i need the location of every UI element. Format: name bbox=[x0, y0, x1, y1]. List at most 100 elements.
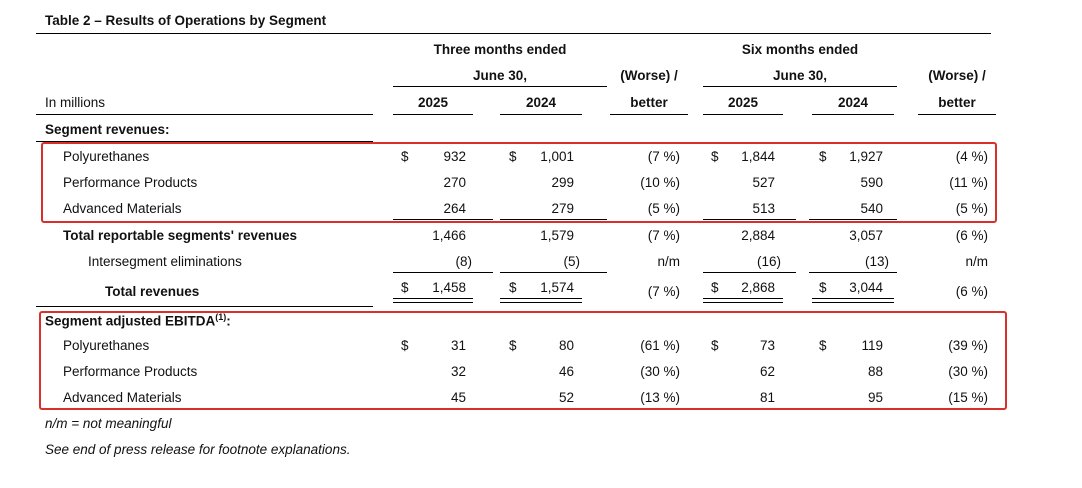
row-label: Total revenues bbox=[105, 284, 200, 299]
footnote-see-end: See end of press release for footnote ex… bbox=[45, 442, 351, 457]
header-in-millions: In millions bbox=[45, 95, 106, 110]
row-label: Advanced Materials bbox=[63, 390, 182, 405]
cell-three-2024: 1,574 bbox=[540, 280, 574, 295]
subtotal-rule-six-2025 bbox=[703, 219, 796, 220]
currency-symbol: $ bbox=[711, 280, 719, 295]
header-rule-2025-six bbox=[703, 114, 783, 115]
subtotal-rule-six-2024 bbox=[809, 219, 897, 220]
cell-six-change: (15 %) bbox=[948, 390, 988, 405]
subtotal-rule-three-2025 bbox=[393, 219, 493, 220]
header-year-2025-three: 2025 bbox=[417, 95, 449, 110]
section-revenues-heading: Segment revenues: bbox=[45, 122, 170, 137]
cell-six-change: (11 %) bbox=[949, 175, 988, 190]
cell-three-2024: 299 bbox=[551, 175, 574, 190]
header-rule-2024-six bbox=[812, 114, 894, 115]
section-ebitda-heading: Segment adjusted EBITDA(1): bbox=[45, 312, 231, 329]
currency-symbol: $ bbox=[401, 280, 409, 295]
section-ebitda-label: Segment adjusted EBITDA bbox=[45, 313, 216, 329]
cell-three-change: (10 %) bbox=[640, 175, 680, 190]
header-six-months-line2: June 30, bbox=[772, 68, 828, 83]
highlight-box-revenues bbox=[41, 142, 997, 223]
cell-six-2025: 81 bbox=[759, 390, 775, 405]
currency-symbol: $ bbox=[711, 149, 719, 164]
currency-symbol: $ bbox=[819, 149, 827, 164]
row-label: Total reportable segments' revenues bbox=[63, 228, 298, 243]
cell-three-2024: 46 bbox=[558, 364, 574, 379]
header-rule-better-six bbox=[918, 114, 996, 115]
cell-three-change: (7 %) bbox=[647, 149, 680, 164]
header-rule-2025-three bbox=[393, 114, 473, 115]
cell-three-change: (61 %) bbox=[640, 338, 680, 353]
cell-six-2024: 119 bbox=[861, 338, 883, 353]
cell-three-2024: 80 bbox=[558, 338, 574, 353]
cell-six-change: (5 %) bbox=[955, 201, 988, 216]
section-revenues-rule bbox=[36, 141, 373, 142]
cell-three-2025: 31 bbox=[450, 338, 466, 353]
cell-six-change: (30 %) bbox=[948, 364, 988, 379]
currency-symbol: $ bbox=[509, 149, 517, 164]
total-rule-three-2025 bbox=[393, 272, 493, 273]
header-six-months-line1: Six months ended bbox=[741, 42, 859, 57]
cell-six-2024: 3,044 bbox=[849, 280, 883, 295]
header-better-three: better bbox=[630, 95, 668, 110]
cell-three-change: (7 %) bbox=[647, 228, 680, 243]
footnote-marker: (1) bbox=[215, 312, 227, 322]
highlight-box-ebitda bbox=[39, 311, 1007, 410]
cell-three-2025: 1,458 bbox=[432, 280, 466, 295]
total-rule-six-2024 bbox=[809, 272, 897, 273]
row-label: Performance Products bbox=[63, 175, 198, 190]
header-rule-label bbox=[36, 114, 373, 115]
cell-three-2024: 279 bbox=[551, 201, 574, 216]
currency-symbol: $ bbox=[509, 280, 517, 295]
cell-six-2025: 2,868 bbox=[741, 280, 775, 295]
double-rule-six-2025 bbox=[703, 298, 783, 303]
header-rule-better-three bbox=[610, 114, 688, 115]
currency-symbol: $ bbox=[509, 338, 517, 353]
cell-six-2024: 95 bbox=[867, 390, 883, 405]
cell-six-2024: 88 bbox=[867, 364, 883, 379]
table-title: Table 2 – Results of Operations by Segme… bbox=[45, 13, 327, 28]
cell-six-2025: 2,884 bbox=[741, 228, 775, 243]
header-year-2025-six: 2025 bbox=[727, 95, 759, 110]
section-ebitda-colon: : bbox=[226, 313, 231, 329]
cell-six-change: n/m bbox=[965, 254, 988, 269]
double-rule-three-2025 bbox=[393, 298, 473, 303]
cell-three-2024: (5) bbox=[563, 254, 581, 269]
row-label: Intersegment eliminations bbox=[88, 254, 242, 269]
cell-six-2025: 513 bbox=[752, 201, 775, 216]
currency-symbol: $ bbox=[401, 338, 409, 353]
cell-three-change: (7 %) bbox=[647, 284, 680, 299]
cell-three-change: n/m bbox=[657, 254, 680, 269]
cell-six-2024: 540 bbox=[860, 201, 883, 216]
row-label: Performance Products bbox=[63, 364, 198, 379]
cell-six-2025: 527 bbox=[752, 175, 775, 190]
double-rule-three-2024 bbox=[500, 298, 582, 303]
header-year-2024-three: 2024 bbox=[525, 95, 557, 110]
total-rule-six-2025 bbox=[703, 272, 796, 273]
cell-six-2024: 3,057 bbox=[849, 228, 883, 243]
cell-six-2024: 590 bbox=[860, 175, 883, 190]
cell-three-2024: 52 bbox=[558, 390, 574, 405]
currency-symbol: $ bbox=[819, 280, 827, 295]
cell-six-change: (4 %) bbox=[955, 149, 988, 164]
header-three-months-line1: Three months ended bbox=[433, 42, 567, 57]
header-year-2024-six: 2024 bbox=[837, 95, 869, 110]
header-three-months-line2: June 30, bbox=[472, 68, 528, 83]
currency-symbol: $ bbox=[711, 338, 719, 353]
header-better-six: better bbox=[938, 95, 976, 110]
cell-six-2025: 62 bbox=[759, 364, 775, 379]
row-label: Advanced Materials bbox=[63, 201, 182, 216]
header-worse-line1-three: (Worse) / bbox=[620, 68, 678, 83]
cell-three-2025: 932 bbox=[443, 149, 466, 164]
header-three-months-rule bbox=[393, 86, 607, 87]
header-six-months-rule bbox=[703, 86, 897, 87]
currency-symbol: $ bbox=[819, 338, 827, 353]
cell-six-2025: 1,844 bbox=[741, 149, 775, 164]
currency-symbol: $ bbox=[401, 149, 409, 164]
cell-three-change: (5 %) bbox=[647, 201, 680, 216]
footnote-not-meaningful: n/m = not meaningful bbox=[45, 416, 172, 431]
cell-six-2025: 73 bbox=[759, 338, 775, 353]
section-separator-rule bbox=[36, 306, 373, 307]
cell-three-change: (30 %) bbox=[640, 364, 680, 379]
cell-six-2024: (13) bbox=[864, 254, 889, 269]
